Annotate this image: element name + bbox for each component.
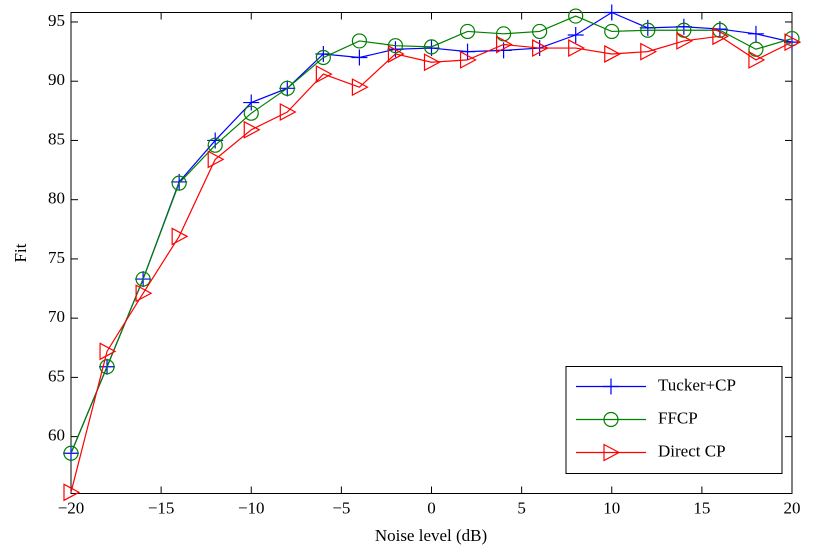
y-tick-label: 65 [48,366,65,385]
x-tick-label: −15 [148,498,175,517]
legend-label: Tucker+CP [658,375,736,394]
legend-label: Direct CP [658,441,726,460]
marker [459,23,476,40]
legend-marker [603,378,619,395]
marker [532,23,548,40]
marker [135,271,151,287]
y-tick-label: 85 [48,129,65,148]
marker [604,44,622,63]
series-line [70,35,793,493]
marker [496,35,513,54]
marker [351,33,367,49]
x-tick-label: 10 [603,498,620,517]
marker [99,342,117,361]
marker [99,359,115,375]
marker [243,120,261,139]
marker [315,45,332,62]
marker [676,31,694,50]
marker [423,39,440,55]
marker [748,50,766,69]
marker [568,8,584,24]
marker [423,53,441,72]
y-tick-label: 60 [48,426,65,445]
marker [351,78,369,97]
x-tick-label: 15 [693,498,710,517]
x-tick-label: −10 [238,498,265,517]
y-tick-label: 75 [48,248,65,267]
marker [171,175,187,191]
y-tick-label: 70 [48,307,65,326]
marker [135,284,153,303]
marker [567,27,584,44]
legend-marker [603,443,621,462]
marker [351,49,368,66]
marker [279,103,297,122]
x-axis-label: Noise level (dB) [375,526,487,545]
marker [639,19,656,36]
legend-marker [603,411,619,428]
x-tick-label: 5 [517,498,526,517]
marker [784,34,800,51]
marker [640,42,658,61]
series-line [70,15,793,454]
marker [171,227,189,246]
marker [279,80,295,96]
marker [640,22,656,38]
marker [603,4,620,21]
y-axis-label: Fit [11,243,30,262]
marker [63,445,79,461]
marker [568,39,585,58]
x-tick-label: −5 [332,498,350,517]
marker [675,18,692,35]
marker [207,150,225,169]
y-tick-label: 80 [48,189,65,208]
marker [207,137,223,153]
marker [63,483,81,502]
marker [315,49,331,66]
marker [243,105,259,121]
marker [784,33,802,52]
marker [747,25,764,42]
legend-label: FFCP [658,408,698,427]
marker [459,50,477,69]
marker [459,43,476,60]
marker [532,39,549,58]
marker [712,27,730,46]
y-tick-label: 95 [48,11,65,30]
y-tick-label: 90 [48,70,65,89]
x-tick-label: 0 [427,498,436,517]
marker [387,44,405,63]
marker [315,65,333,84]
x-tick-label: 20 [784,498,801,517]
x-tick-label: −20 [58,498,85,517]
marker [604,23,620,40]
marker [243,94,260,111]
